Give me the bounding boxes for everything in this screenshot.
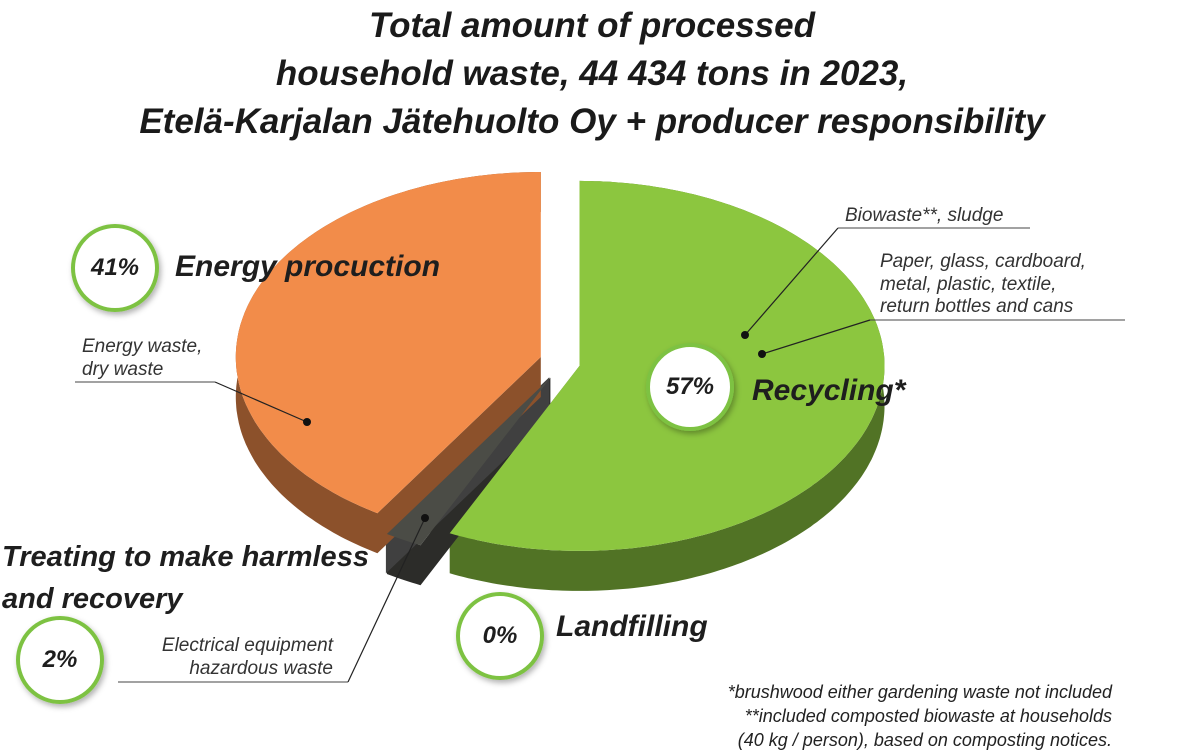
chart-title: Etelä-Karjalan Jätehuolto Oy + producer …	[139, 102, 1045, 141]
annotation: dry waste	[82, 358, 164, 380]
value-badge	[16, 616, 104, 704]
category-label: Recycling*	[752, 374, 906, 407]
slice	[385, 377, 550, 534]
leader-line	[744, 227, 839, 336]
annotation: return bottles and cans	[880, 296, 1074, 317]
annotation: hazardous waste	[189, 657, 333, 679]
category-label: Treating to make harmless and recovery	[2, 541, 369, 616]
leader-dot	[303, 418, 311, 426]
value-badge	[71, 224, 159, 312]
footnote: (40 kg / person), based on composting no…	[737, 730, 1112, 750]
value-label: 41%	[90, 254, 140, 281]
category-label: Landfilling	[556, 610, 708, 643]
annotation: Biowaste**, sludge	[845, 205, 1004, 226]
annotation: Electrical equipment	[161, 635, 333, 656]
leader-dot	[741, 331, 749, 339]
footnote: **included composted biowaste at househo…	[744, 706, 1112, 726]
slice	[386, 377, 551, 546]
value-label: 0%	[482, 622, 518, 649]
annotation: Paper, glass, cardboard,	[880, 251, 1086, 272]
annotation: Energy waste,	[82, 336, 203, 357]
slice-side	[449, 180, 885, 591]
leader-dot	[421, 514, 429, 522]
category-label: Energy procuction	[175, 250, 441, 283]
value-label: 57%	[665, 373, 715, 400]
chart-title: household waste, 44 434 tons in 2023,	[275, 54, 909, 93]
annotation: metal, plastic, textile,	[880, 273, 1057, 295]
leader-line	[761, 319, 871, 355]
leader-dot	[758, 350, 766, 358]
value-badge	[456, 592, 544, 680]
leader-line	[347, 517, 426, 683]
slice	[235, 172, 541, 514]
value-label: 2%	[42, 646, 78, 673]
value-badge	[646, 343, 734, 431]
footnote: *brushwood either gardening waste not in…	[727, 682, 1112, 702]
chart-title: Total amount of processed	[369, 6, 815, 45]
leader-line	[214, 381, 308, 423]
